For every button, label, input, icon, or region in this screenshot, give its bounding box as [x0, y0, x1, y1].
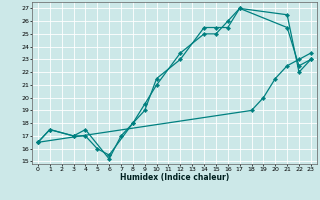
X-axis label: Humidex (Indice chaleur): Humidex (Indice chaleur) — [120, 173, 229, 182]
